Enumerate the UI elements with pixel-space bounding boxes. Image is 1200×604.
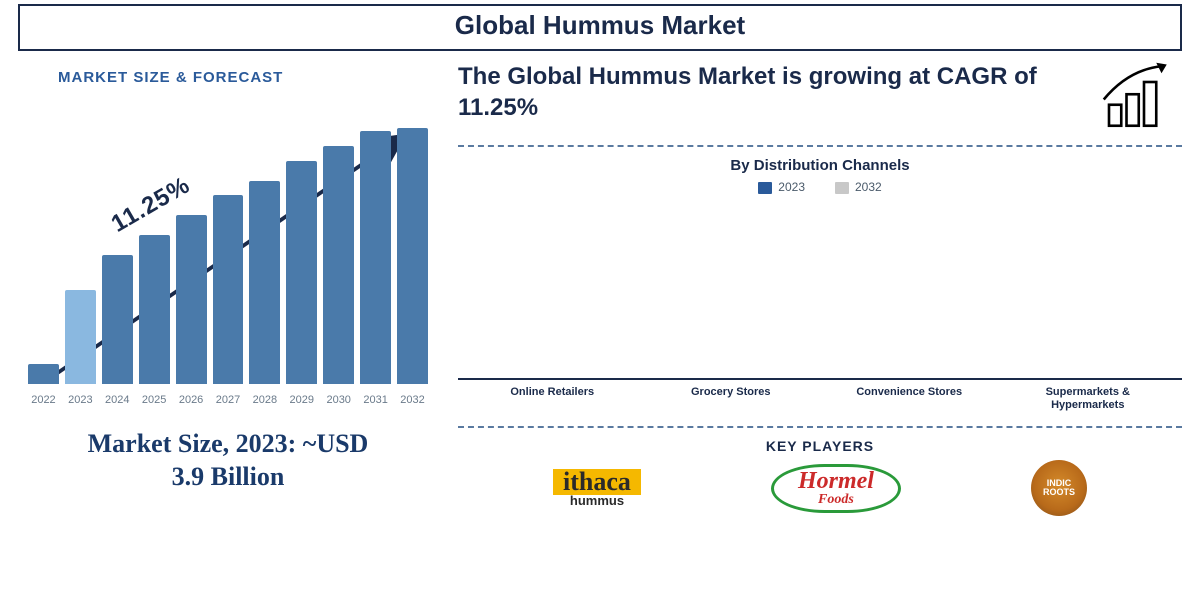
legend-item-2023: 2023: [758, 180, 805, 194]
dist-category-label: Convenience Stores: [835, 386, 984, 412]
forecast-year-label: 2028: [249, 394, 280, 406]
forecast-bar: [28, 364, 59, 384]
dist-category-label: Grocery Stores: [657, 386, 806, 412]
market-size-callout: Market Size, 2023: ~USD 3.9 Billion: [18, 428, 438, 493]
forecast-bar: [323, 146, 354, 384]
forecast-year-label: 2026: [176, 394, 207, 406]
divider-icon: [458, 145, 1182, 147]
dist-category-label: Supermarkets & Hypermarkets: [1014, 386, 1163, 412]
main-content: MARKET SIZE & FORECAST 11.25% 2022202320…: [0, 51, 1200, 516]
logo-hormel: Hormel Foods: [771, 464, 901, 514]
key-players-title: KEY PLAYERS: [458, 438, 1182, 454]
forecast-year-label: 2022: [28, 394, 59, 406]
distribution-chart: [458, 200, 1182, 380]
forecast-year-label: 2030: [323, 394, 354, 406]
forecast-bar: [286, 161, 317, 384]
distribution-labels: Online Retailers Grocery Stores Convenienc…: [458, 380, 1182, 412]
dist-chart-title: By Distribution Channels: [458, 157, 1182, 174]
legend-item-2032: 2032: [835, 180, 882, 194]
forecast-year-label: 2023: [65, 394, 96, 406]
page-title: Global Hummus Market: [20, 10, 1180, 41]
left-column: MARKET SIZE & FORECAST 11.25% 2022202320…: [18, 61, 438, 516]
logos-row: ithaca hummus Hormel Foods INDIC ROOTS: [458, 460, 1182, 516]
forecast-year-label: 2032: [397, 394, 428, 406]
right-column: The Global Hummus Market is growing at C…: [458, 61, 1182, 516]
forecast-year-label: 2025: [139, 394, 170, 406]
forecast-bar: [360, 131, 391, 384]
forecast-bar: [397, 128, 428, 384]
forecast-year-label: 2031: [360, 394, 391, 406]
forecast-bar: [102, 255, 133, 384]
dist-category-label: Online Retailers: [478, 386, 627, 412]
logo-ithaca: ithaca hummus: [553, 469, 641, 508]
forecast-section-label: MARKET SIZE & FORECAST: [58, 69, 438, 86]
logo-indic: INDIC ROOTS: [1031, 460, 1087, 516]
forecast-bar: [65, 290, 96, 384]
forecast-year-label: 2027: [213, 394, 244, 406]
headline-text: The Global Hummus Market is growing at C…: [458, 61, 1082, 123]
growth-chart-icon: [1092, 61, 1182, 131]
title-bar: Global Hummus Market: [18, 4, 1182, 51]
forecast-bar: [249, 181, 280, 384]
divider-icon: [458, 426, 1182, 428]
forecast-bar: [176, 215, 207, 384]
forecast-year-label: 2024: [102, 394, 133, 406]
headline-row: The Global Hummus Market is growing at C…: [458, 61, 1182, 131]
market-size-line2: 3.9 Billion: [18, 461, 438, 494]
dist-legend: 2023 2032: [458, 180, 1182, 194]
forecast-bar: [213, 195, 244, 384]
forecast-chart: 11.25% 202220232024202520262027202820292…: [18, 96, 438, 406]
forecast-year-label: 2029: [286, 394, 317, 406]
forecast-bar: [139, 235, 170, 384]
market-size-line1: Market Size, 2023: ~USD: [18, 428, 438, 461]
